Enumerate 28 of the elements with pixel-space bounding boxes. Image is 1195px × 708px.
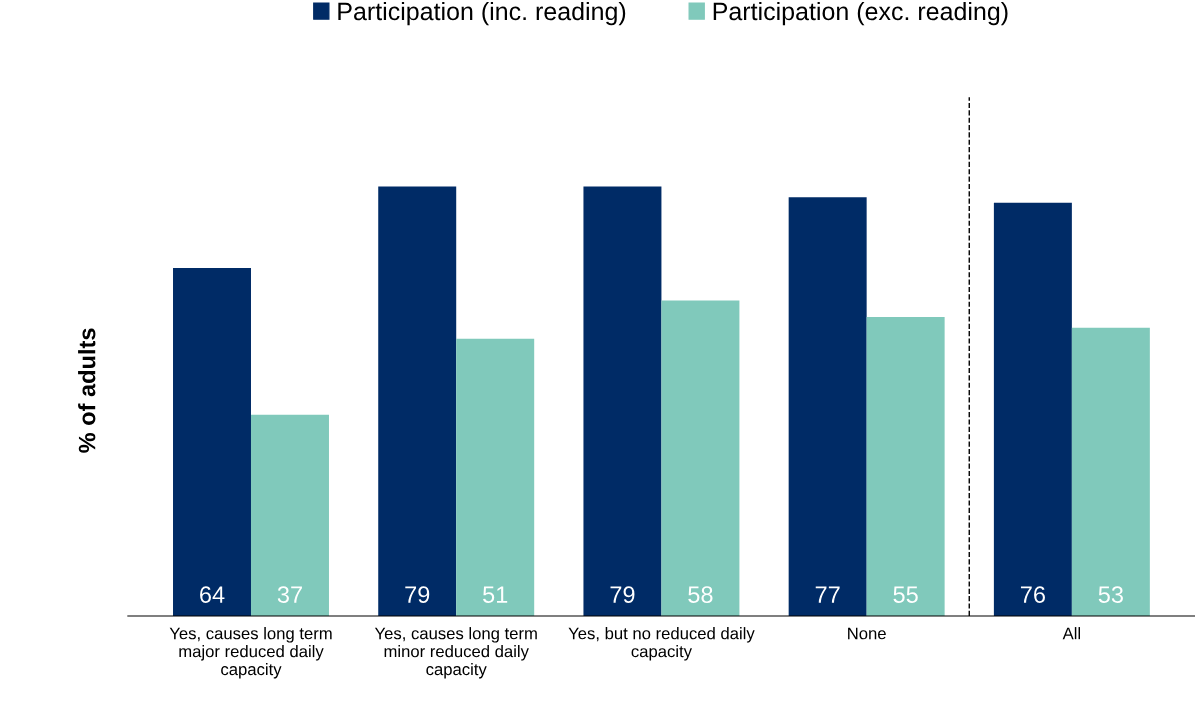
bar (866, 316, 945, 616)
legend-label: Participation (inc. reading) (338, 1, 626, 26)
bar (788, 197, 867, 616)
data-label: 53 (1098, 586, 1123, 603)
bar (456, 338, 535, 616)
data-label: 64 (200, 586, 225, 603)
data-label: 37 (277, 586, 302, 603)
data-label: 76 (1020, 586, 1045, 603)
x-tick-label: None (848, 627, 886, 640)
bar (251, 414, 329, 616)
data-label: 79 (405, 586, 430, 603)
x-tick-label: All (1062, 627, 1081, 640)
data-label: 79 (610, 586, 635, 603)
data-label: 51 (483, 586, 508, 603)
x-tick-label: Yes, causes long term minor reduced daily capacity (374, 627, 537, 679)
y-axis-title: % of adults (78, 328, 96, 453)
bar (173, 267, 251, 616)
data-label: 77 (815, 586, 840, 603)
x-tick-label: Yes, but no reduced daily capacity (568, 627, 755, 661)
bar (378, 186, 457, 616)
bar (993, 202, 1072, 616)
x-tick-label: Yes, causes long term major reduced daily capacity (169, 627, 332, 679)
legend-label: Participation (exc. reading) (713, 1, 1008, 26)
bar (583, 186, 662, 616)
data-label: 55 (893, 586, 918, 603)
data-label: 58 (688, 586, 713, 603)
bar (661, 300, 740, 616)
bar (1071, 327, 1150, 616)
